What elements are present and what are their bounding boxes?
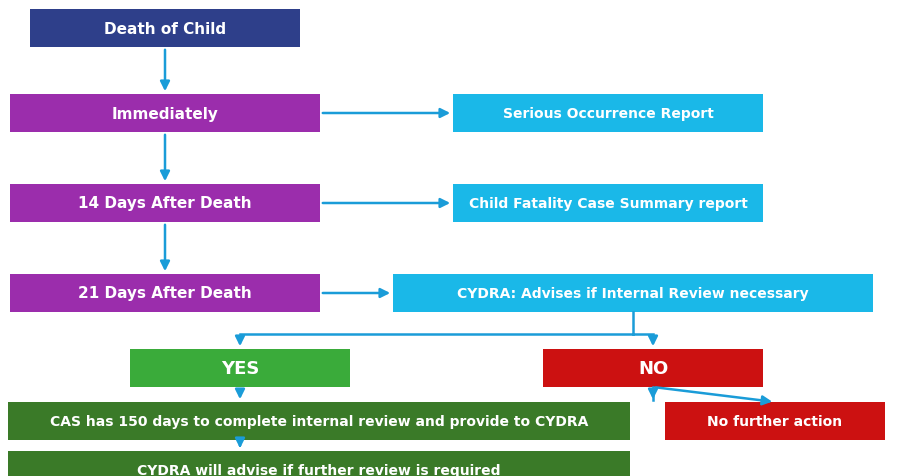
FancyBboxPatch shape	[10, 95, 320, 133]
Text: YES: YES	[220, 359, 259, 377]
FancyBboxPatch shape	[543, 349, 763, 387]
FancyBboxPatch shape	[665, 402, 885, 440]
FancyBboxPatch shape	[10, 185, 320, 223]
Text: Serious Occurrence Report: Serious Occurrence Report	[502, 107, 714, 121]
FancyBboxPatch shape	[453, 185, 763, 223]
Text: CYDRA: Advises if Internal Review necessary: CYDRA: Advises if Internal Review necess…	[457, 287, 809, 300]
Text: Immediately: Immediately	[112, 106, 219, 121]
Text: CYDRA will advise if further review is required: CYDRA will advise if further review is r…	[137, 463, 500, 476]
FancyBboxPatch shape	[10, 275, 320, 312]
FancyBboxPatch shape	[8, 451, 630, 476]
FancyBboxPatch shape	[8, 402, 630, 440]
FancyBboxPatch shape	[393, 275, 873, 312]
FancyBboxPatch shape	[130, 349, 350, 387]
FancyBboxPatch shape	[30, 10, 300, 48]
FancyBboxPatch shape	[453, 95, 763, 133]
Text: NO: NO	[638, 359, 668, 377]
Text: 14 Days After Death: 14 Days After Death	[78, 196, 252, 211]
Text: 21 Days After Death: 21 Days After Death	[78, 286, 252, 301]
Text: CAS has 150 days to complete internal review and provide to CYDRA: CAS has 150 days to complete internal re…	[50, 414, 589, 428]
Text: Death of Child: Death of Child	[104, 21, 226, 37]
Text: No further action: No further action	[707, 414, 842, 428]
Text: Child Fatality Case Summary report: Child Fatality Case Summary report	[469, 197, 747, 210]
